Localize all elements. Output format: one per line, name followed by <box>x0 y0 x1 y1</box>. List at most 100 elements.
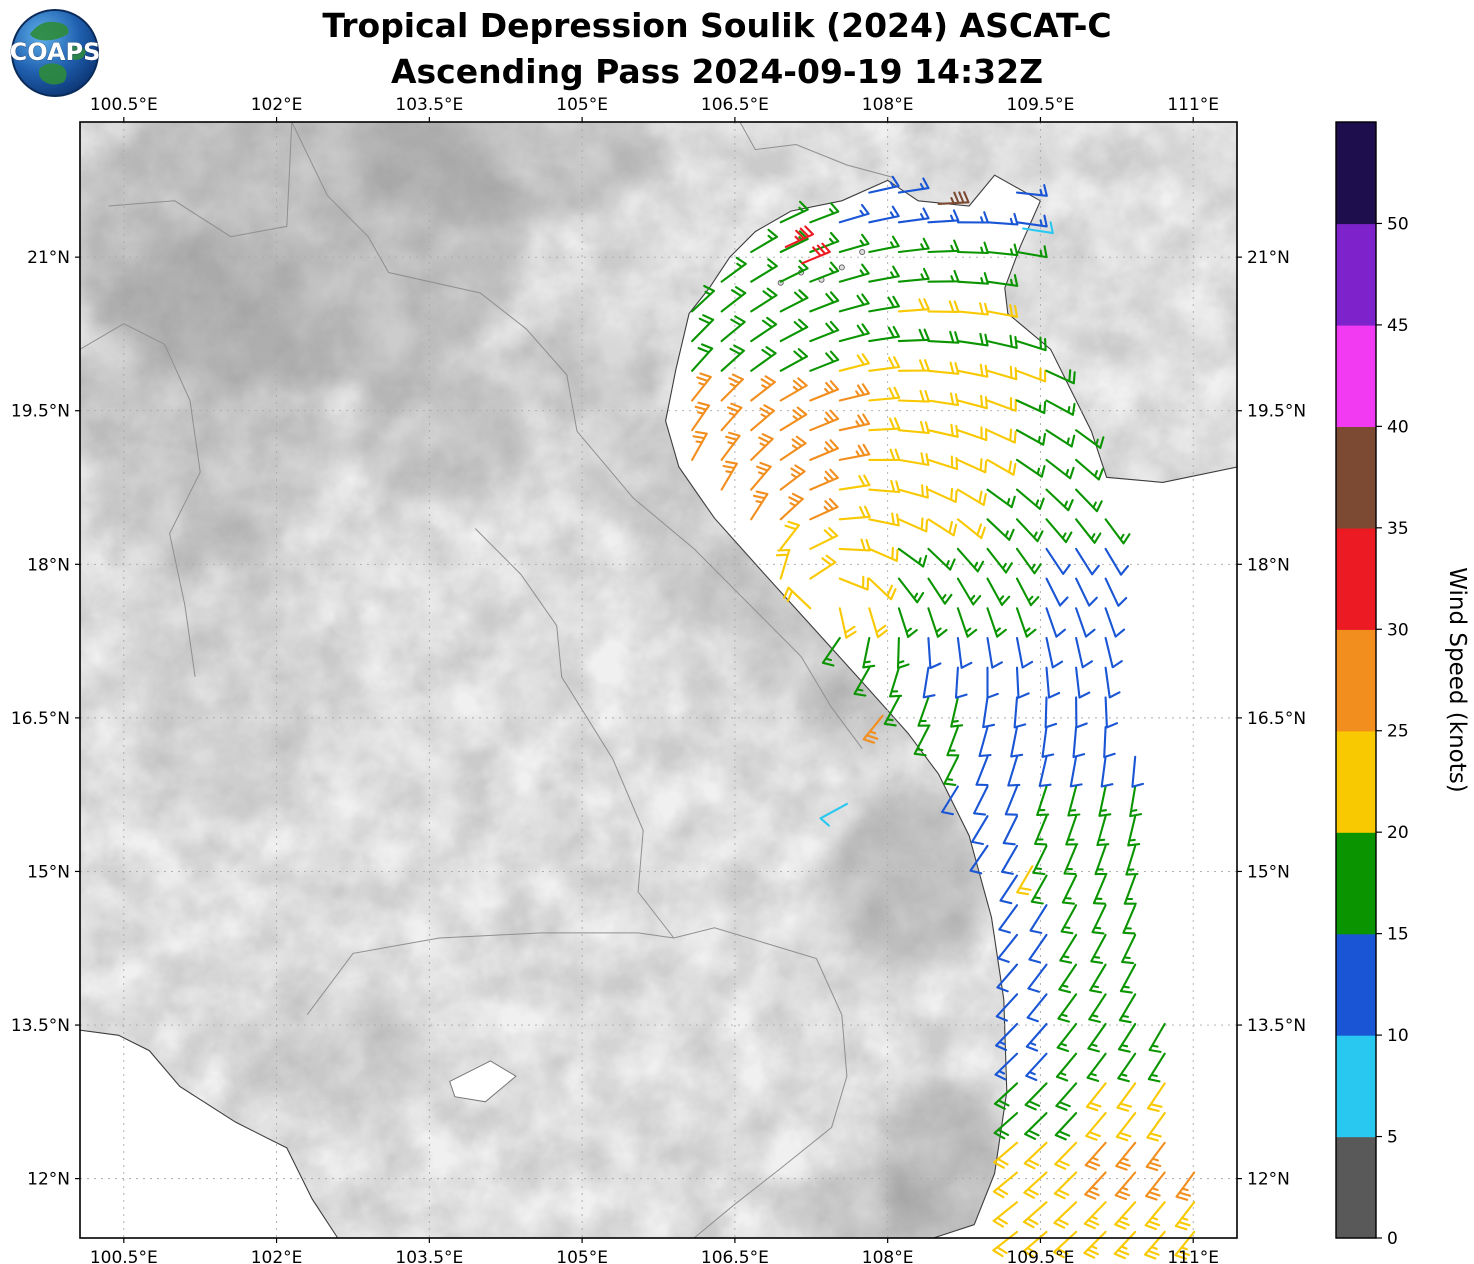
wind-barb <box>913 726 930 757</box>
wind-barb <box>1075 458 1104 481</box>
figure-title-line1: Tropical Depression Soulik (2024) ASCAT-… <box>322 6 1112 45</box>
wind-barb <box>956 488 987 507</box>
wind-barb <box>1085 1082 1107 1112</box>
wind-barb <box>1045 429 1076 448</box>
wind-barb <box>1013 696 1027 729</box>
wind-barb <box>897 177 930 194</box>
wind-barb <box>975 755 989 787</box>
wind-barb <box>1030 874 1048 905</box>
wind-barb <box>1026 993 1048 1023</box>
wind-barb <box>1103 726 1116 759</box>
logo-text: COAPS <box>10 38 100 66</box>
wind-barb <box>1086 1052 1107 1082</box>
globe-landmass-south <box>38 63 67 85</box>
wind-barb <box>1015 518 1044 543</box>
wind-barb <box>954 666 968 699</box>
wind-barb <box>838 203 870 224</box>
wind-barb <box>1044 696 1058 729</box>
wind-barb <box>986 547 1013 574</box>
wind-barb <box>897 607 918 638</box>
wind-barb <box>779 492 804 521</box>
wind-barb <box>868 546 899 562</box>
colorbar-segment <box>1336 426 1376 529</box>
wind-barb <box>1075 488 1103 513</box>
wind-barb <box>1022 1201 1048 1229</box>
wind-barb <box>1052 1230 1078 1259</box>
wind-barb <box>1100 755 1114 788</box>
wind-barb <box>1083 1201 1107 1230</box>
wind-barb <box>868 205 900 224</box>
colorbar-segment <box>1336 324 1376 427</box>
wind-barb <box>1027 963 1048 993</box>
wind-barb <box>1028 933 1048 964</box>
wind-barb <box>1144 1201 1166 1231</box>
wind-barb <box>1023 1171 1048 1199</box>
wind-barb <box>1023 1141 1048 1170</box>
wind-barb <box>1117 1052 1137 1083</box>
wind-barb <box>1015 245 1048 259</box>
colorbar-segment <box>1336 730 1376 833</box>
wind-barb <box>993 1112 1019 1140</box>
terrain-shading-blob <box>347 359 532 503</box>
wind-barb <box>1094 844 1108 876</box>
wind-barb <box>994 1052 1019 1081</box>
wind-barb <box>1045 577 1069 607</box>
colorbar-segment <box>1336 122 1376 225</box>
colorbar-tick-label: 20 <box>1387 823 1409 843</box>
wind-barb <box>897 237 930 254</box>
wind-barb <box>868 386 901 402</box>
wind-barb <box>941 785 959 816</box>
lon-tick-label-bottom: 108°E <box>862 1248 914 1264</box>
wind-barb <box>1098 785 1112 817</box>
lon-tick-label-top: 106.5°E <box>701 95 769 115</box>
country-border-line <box>474 528 675 939</box>
wind-barb <box>1104 607 1126 638</box>
wind-barb <box>1055 1082 1078 1111</box>
wind-barb <box>809 498 839 521</box>
wind-barb <box>897 359 930 372</box>
wind-barb <box>1096 815 1110 847</box>
wind-barb <box>956 302 989 316</box>
small-island <box>859 248 866 255</box>
colorbar-tick-label: 50 <box>1387 214 1409 234</box>
wind-barb <box>1061 874 1078 905</box>
wind-barb <box>927 487 958 503</box>
wind-barb <box>927 636 942 670</box>
wind-barb <box>986 577 1011 606</box>
wind-barb <box>1015 429 1047 446</box>
wind-barb <box>779 435 807 461</box>
colorbar-tick-label: 10 <box>1387 1026 1409 1046</box>
colorbar-tick-label: 35 <box>1387 519 1409 539</box>
wind-barb <box>927 547 956 571</box>
wind-barb <box>1115 1141 1137 1171</box>
wind-barb <box>691 343 714 372</box>
wind-barb <box>1029 904 1048 934</box>
lon-tick-label-bottom: 103.5°E <box>395 1248 463 1264</box>
wind-barb <box>801 242 831 265</box>
wind-barb <box>1038 755 1052 788</box>
wind-barb <box>1002 815 1019 846</box>
terrain-shading-blob <box>225 994 430 1118</box>
wind-barb <box>838 413 871 432</box>
wind-barb <box>838 575 870 591</box>
wind-barb <box>998 904 1019 934</box>
map-border <box>79 121 1238 1239</box>
wind-barb <box>1121 933 1137 965</box>
wind-barb <box>862 714 884 744</box>
wind-barb <box>809 380 840 402</box>
wind-barb <box>1015 577 1040 607</box>
wind-barb <box>1089 963 1107 994</box>
wind-barb <box>1113 1230 1137 1260</box>
wind-barb <box>986 488 1016 509</box>
wind-barb <box>779 377 808 402</box>
wind-barb <box>838 474 871 491</box>
lon-tick-label-bottom: 102°E <box>251 1248 303 1264</box>
wind-barb <box>1144 1230 1166 1260</box>
wind-barb <box>1104 518 1131 545</box>
wind-barb <box>996 963 1019 993</box>
wind-barb <box>821 636 841 667</box>
lon-tick-label-bottom: 106.5°E <box>701 1248 769 1264</box>
wind-barb <box>889 666 903 698</box>
wind-barb <box>897 484 929 499</box>
wind-barb <box>1015 184 1048 197</box>
